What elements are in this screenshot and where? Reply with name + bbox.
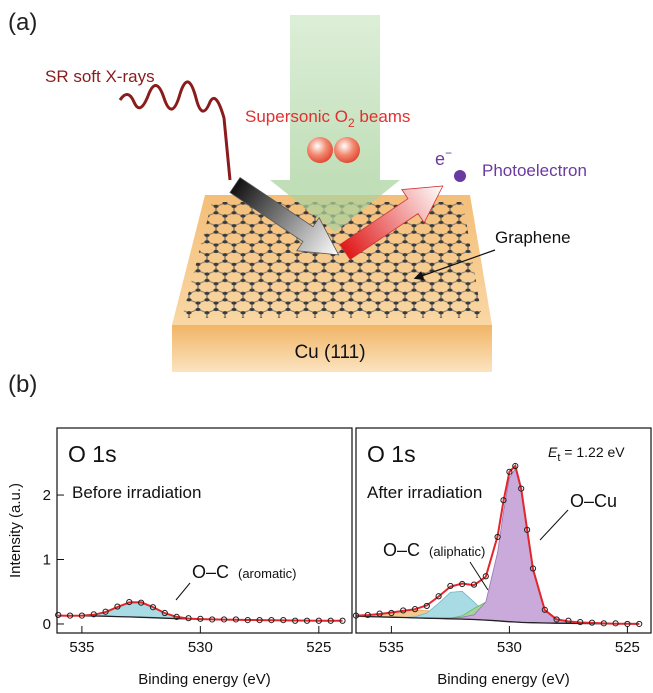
- annotations: O 1s Before irradiation O–C (aromatic) O…: [68, 441, 625, 600]
- x-axis-label: Binding energy (eV): [437, 671, 570, 688]
- x-tick-label: 525: [306, 639, 331, 656]
- graphene-label: Graphene: [495, 228, 571, 247]
- peak-label: O–C: [192, 562, 229, 582]
- charts: 535 530 525 0 1 2 Binding energy (eV) Intensity…: [7, 428, 651, 688]
- leader: [540, 510, 568, 540]
- x-tick-label: 525: [615, 639, 640, 656]
- electron-label: e−: [435, 146, 452, 169]
- diagram: (a) Cu (111) Supersonic O2 beams SR soft…: [8, 9, 587, 372]
- substrate-label: Cu (111): [294, 342, 365, 363]
- fit-line: [58, 602, 342, 621]
- peak-label: (aromatic): [238, 566, 297, 581]
- y-tick-label: 0: [43, 616, 51, 633]
- electron-charge: −: [445, 146, 452, 160]
- x-tick-label: 530: [497, 639, 522, 656]
- beam-text: beams: [355, 107, 411, 126]
- y-tick-label: 1: [43, 552, 51, 569]
- chart-subtitle: Before irradiation: [72, 483, 201, 502]
- x-tick-label: 530: [188, 639, 213, 656]
- peak-label: O–C: [383, 540, 420, 560]
- panel-label: (b): [8, 371, 37, 398]
- component-area: [58, 602, 342, 621]
- peak-label: (aliphatic): [429, 544, 485, 559]
- xray-wave: [120, 82, 230, 180]
- photoelectron-label: Photoelectron: [482, 161, 587, 180]
- chart-title: O 1s: [367, 441, 416, 467]
- energy-text: = 1.22 eV: [560, 444, 625, 460]
- o-atom: [307, 137, 333, 163]
- y-axis-label: Intensity (a.u.): [7, 483, 24, 578]
- electron-symbol: e: [435, 149, 445, 169]
- chart-subtitle: After irradiation: [367, 483, 482, 502]
- leader: [176, 583, 190, 600]
- panel-label: (a): [8, 9, 37, 36]
- peak-label: O–Cu: [570, 491, 617, 511]
- xray-label: SR soft X-rays: [45, 67, 155, 86]
- figure: (a) Cu (111) Supersonic O 2 beams SR soft…: [0, 0, 653, 688]
- energy-label: Et = 1.22 eV: [548, 444, 625, 464]
- x-axis-label: Binding energy (eV): [138, 671, 271, 688]
- beam-text: Supersonic O: [245, 107, 348, 126]
- electron: [454, 170, 466, 182]
- x-tick-label: 535: [379, 639, 404, 656]
- x-tick-label: 535: [69, 639, 94, 656]
- o-atom: [334, 137, 360, 163]
- chart-title: O 1s: [68, 441, 117, 467]
- y-tick-label: 2: [43, 487, 51, 504]
